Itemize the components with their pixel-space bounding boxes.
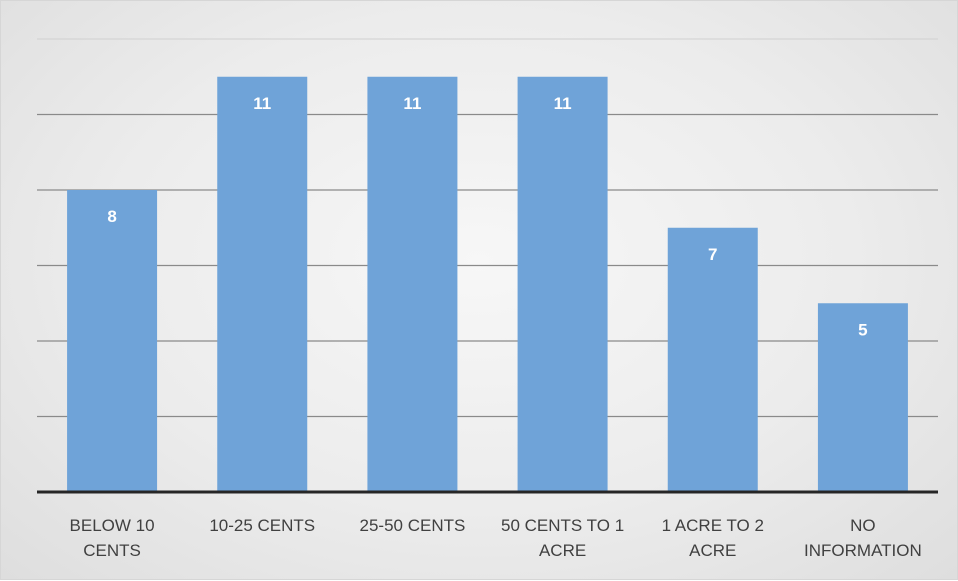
bars [67, 76, 908, 492]
category-label: CENTS [83, 541, 141, 560]
data-label: 5 [858, 320, 867, 339]
data-label: 11 [554, 94, 572, 113]
gridlines [37, 38, 938, 418]
data-label: 11 [253, 94, 271, 113]
category-label: 50 CENTS TO 1 [501, 516, 624, 535]
category-label: 1 ACRE TO 2 [662, 516, 764, 535]
data-label: 7 [708, 245, 717, 264]
category-labels: BELOW 10 CENTS 10-25 CENTS 25-50 CENTS 50 CE… [70, 516, 922, 560]
category-label: INFORMATION [804, 541, 922, 560]
bar [517, 76, 608, 492]
category-label: NO [850, 516, 876, 535]
bar [217, 76, 308, 492]
category-label: 25-50 CENTS [360, 516, 466, 535]
category-label: ACRE [689, 541, 736, 560]
category-label: ACRE [539, 541, 586, 560]
data-labels: 8 11 11 11 7 5 [107, 94, 867, 340]
data-label: 11 [403, 94, 421, 113]
category-label: 10-25 CENTS [209, 516, 315, 535]
bar [367, 76, 458, 492]
bar [67, 190, 158, 492]
bar [817, 303, 908, 492]
bar [667, 227, 758, 492]
data-label: 8 [107, 207, 116, 226]
category-label: BELOW 10 [70, 516, 155, 535]
